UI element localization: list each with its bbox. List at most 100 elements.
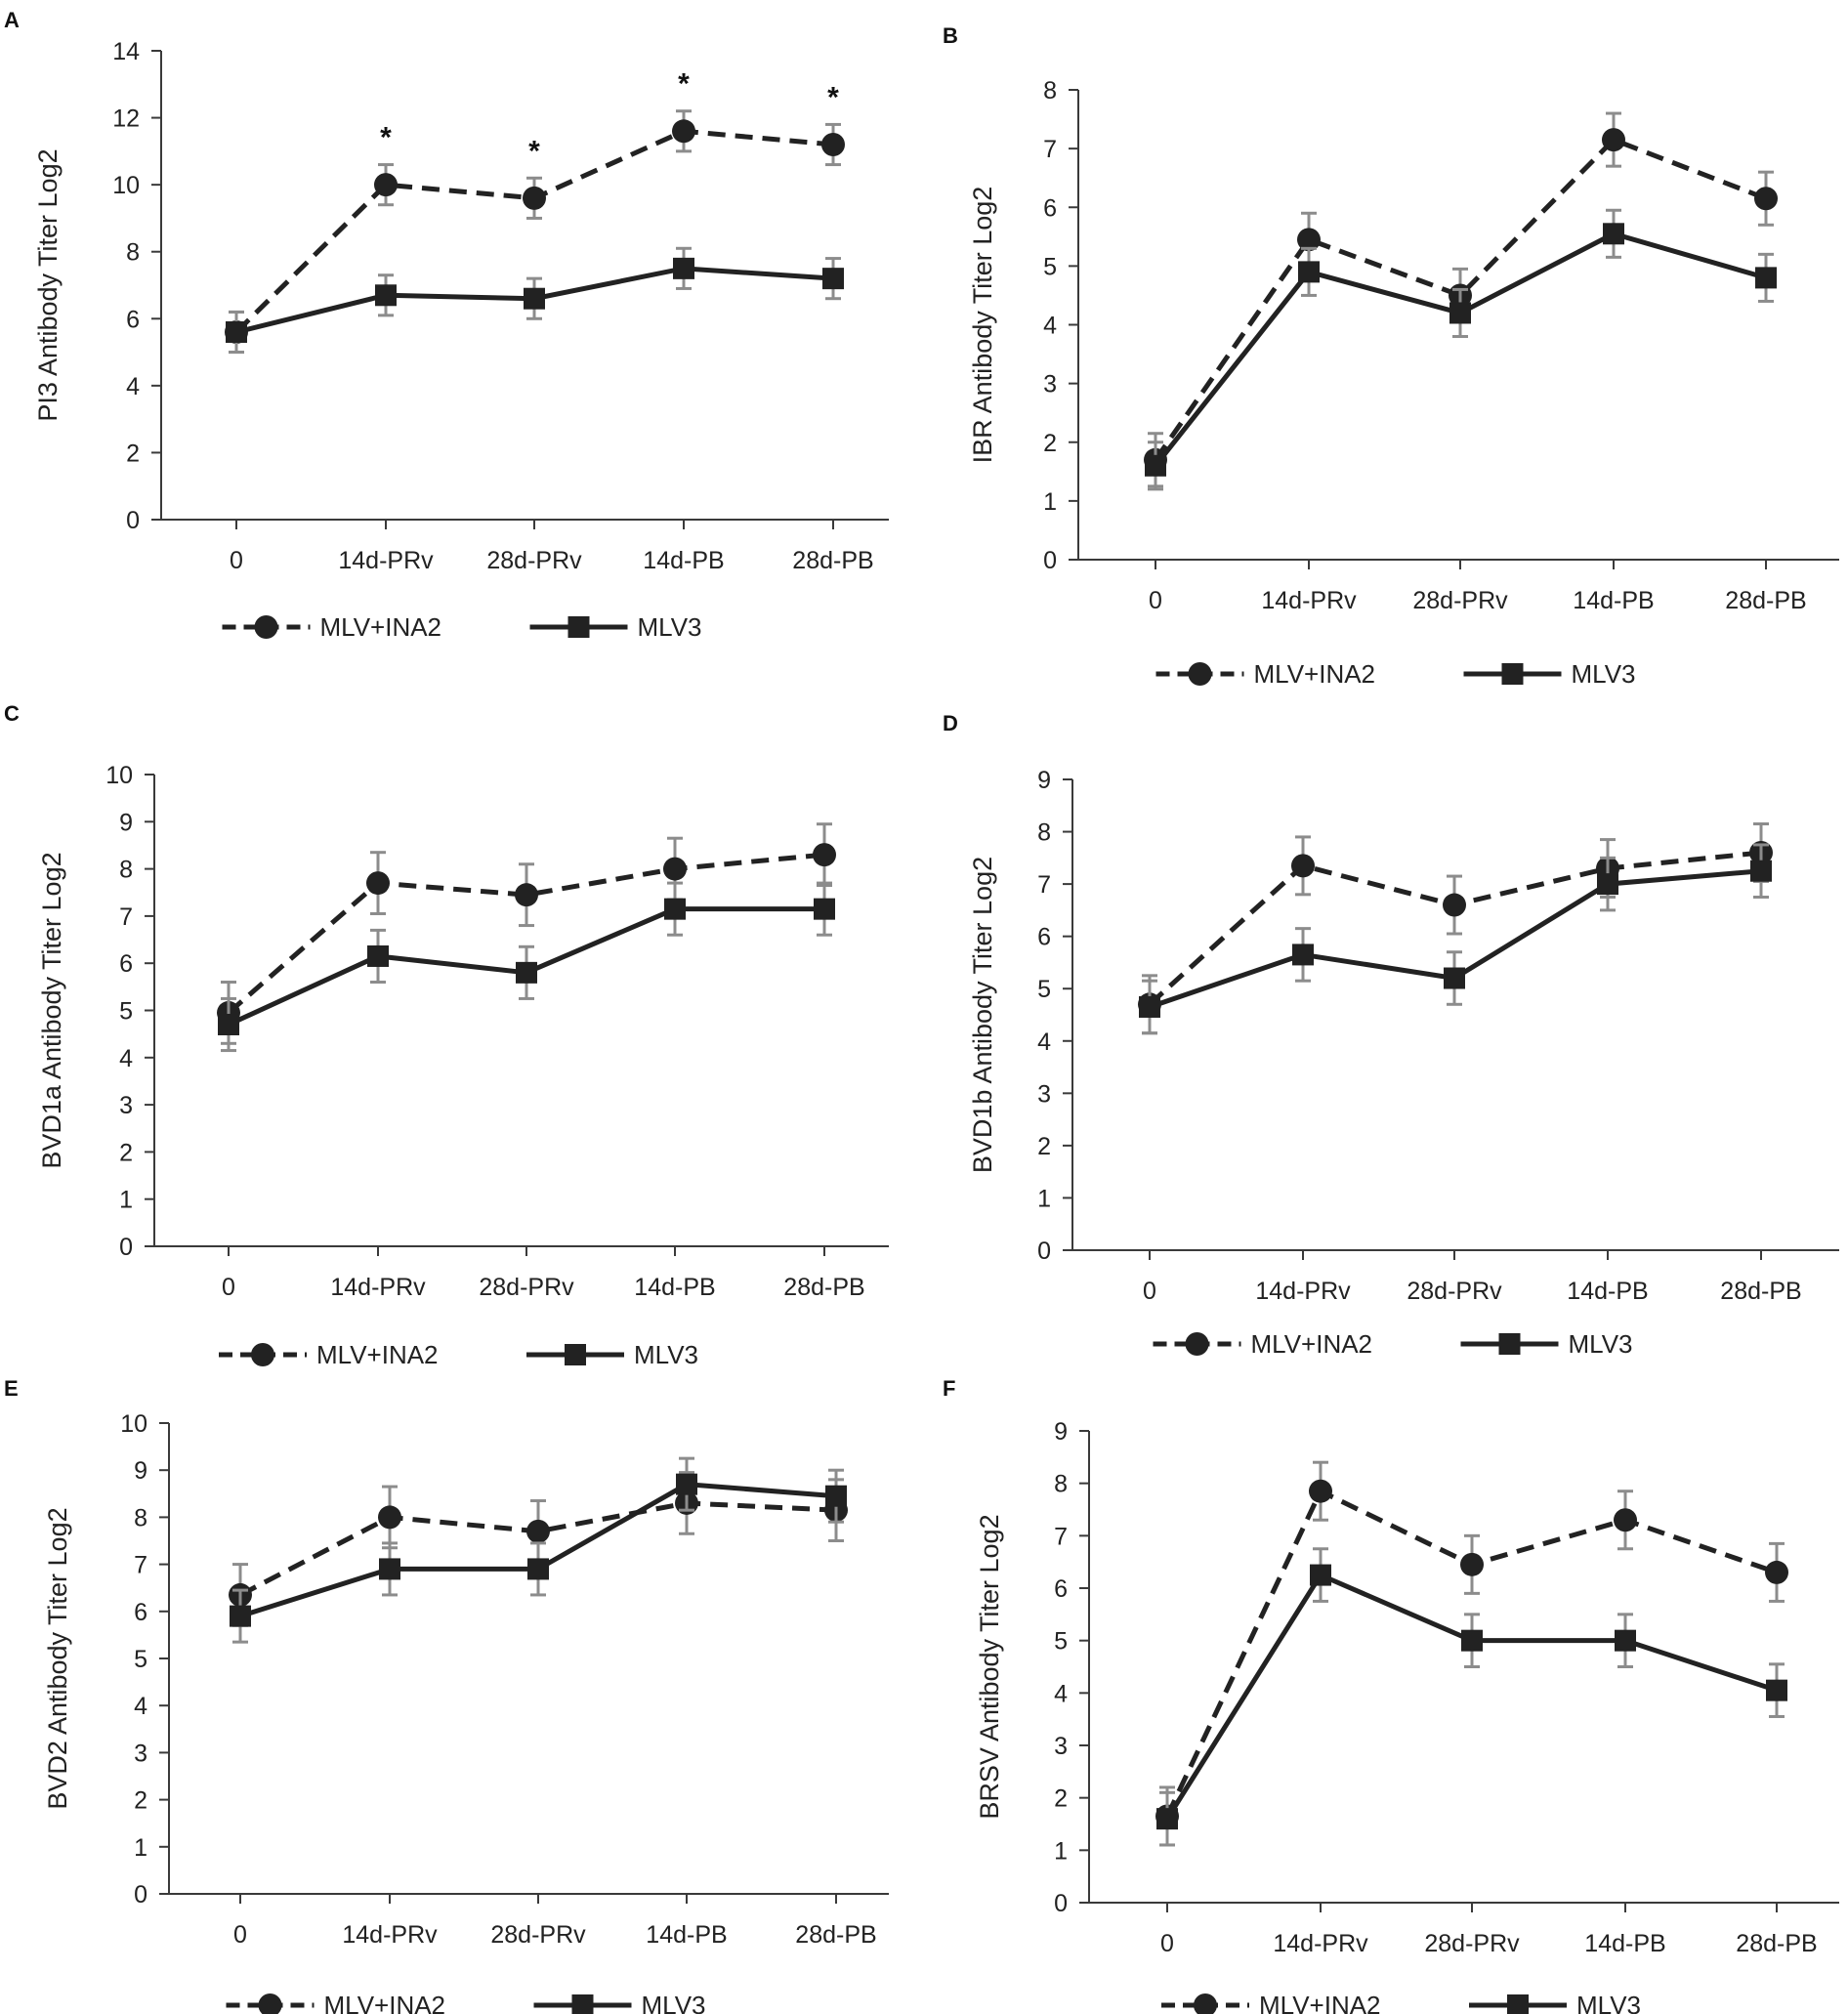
panel-e-y-tick-label: 6 [134, 1599, 147, 1626]
panel-b-series-mlv3-point [1449, 302, 1471, 324]
panel-b-y-tick-label: 6 [1043, 194, 1057, 222]
panel-f-legend-mlv-ina2-marker [1194, 1993, 1217, 2014]
panel-c-series-mlv3-point [814, 898, 835, 920]
panel-b-series-mlv3-point [1298, 261, 1320, 283]
panel-e-x-tick-label: 28d-PB [795, 1921, 876, 1949]
panel-d-y-tick-label: 6 [1037, 924, 1051, 951]
panel-e-series-mlv-ina2-point [378, 1505, 401, 1530]
panel-a-x-tick-label: 28d-PB [792, 547, 873, 574]
panel-b-x-tick-label: 0 [1149, 587, 1162, 614]
panel-e-letter: E [4, 1376, 19, 1401]
panel-c-y-axis-title: BVD1a Antibody Titer Log2 [37, 852, 66, 1168]
panel-e-x-tick-label: 14d-PB [646, 1921, 727, 1949]
panel-a-x-tick-label: 28d-PRv [486, 547, 582, 574]
panel-b-x-tick-label: 28d-PB [1725, 587, 1806, 614]
panel-b-legend-mlv-ina2-label: MLV+INA2 [1254, 659, 1376, 689]
panel-e-legend-mlv3-label: MLV3 [642, 1991, 706, 2014]
panel-d-legend-mlv3-label: MLV3 [1569, 1329, 1633, 1359]
panel-f-series-mlv-ina2-point [1614, 1508, 1637, 1532]
panel-a-x-tick-label: 14d-PRv [338, 547, 434, 574]
panel-f-series-mlv3-point [1156, 1808, 1178, 1830]
panel-b-y-tick-label: 5 [1043, 253, 1057, 280]
panel-a-y-tick-label: 2 [126, 440, 140, 467]
panel-d-y-tick-label: 0 [1037, 1238, 1051, 1265]
panel-e-series-mlv3-point [379, 1558, 400, 1580]
panel-a-series-mlv-ina2-point [374, 173, 398, 197]
panel-b-y-tick-label: 1 [1043, 488, 1057, 516]
panel-e-series-mlv-ina2-point [526, 1519, 550, 1543]
panel-e-series-mlv3-point [825, 1485, 847, 1507]
panel-d-series-mlv3-point [1597, 873, 1618, 896]
panel-d-letter: D [943, 711, 958, 735]
panel-a-y-axis-title: PI3 Antibody Titer Log2 [33, 148, 63, 421]
panel-a-x-tick-label: 0 [230, 547, 243, 574]
panel-b-y-tick-label: 4 [1043, 313, 1057, 340]
panel-f-y-tick-label: 9 [1054, 1418, 1068, 1446]
panel-c-y-tick-label: 7 [119, 903, 133, 931]
panel-c-y-tick-label: 9 [119, 809, 133, 836]
panel-b-legend-mlv3-label: MLV3 [1572, 659, 1636, 689]
panel-b-y-tick-label: 0 [1043, 547, 1057, 574]
panel-f-series-mlv3-point [1310, 1564, 1331, 1586]
panel-e-y-tick-label: 0 [134, 1881, 147, 1909]
panel-e-y-tick-label: 3 [134, 1740, 147, 1767]
panel-f-x-tick-label: 14d-PB [1584, 1930, 1665, 1957]
panel-f-series-mlv-ina2-point [1309, 1479, 1332, 1503]
panel-c-legend-mlv3-label: MLV3 [634, 1340, 698, 1369]
panel-d-y-tick-label: 1 [1037, 1185, 1051, 1212]
panel-a-series-mlv-ina2-point [523, 186, 546, 210]
panel-f-legend-mlv3-label: MLV3 [1576, 1991, 1641, 2014]
panel-d-y-tick-label: 9 [1037, 767, 1051, 794]
panel-a-y-tick-label: 12 [112, 105, 140, 133]
panel-c-y-tick-label: 3 [119, 1092, 133, 1119]
panel-e-x-tick-label: 28d-PRv [490, 1921, 586, 1949]
panel-f-y-tick-label: 7 [1054, 1523, 1068, 1550]
panel-b-x-tick-label: 28d-PRv [1412, 587, 1508, 614]
panel-e-y-tick-label: 2 [134, 1787, 147, 1815]
panel-d-series-mlv-ina2-point [1291, 854, 1315, 878]
panel-f-letter: F [943, 1376, 955, 1401]
panel-c-series-mlv-ina2-point [663, 857, 687, 881]
panel-e-y-tick-label: 10 [120, 1410, 147, 1438]
panel-c-y-tick-label: 5 [119, 998, 133, 1026]
panel-a-legend-mlv3-marker [567, 616, 590, 638]
panel-d-y-tick-label: 4 [1037, 1028, 1051, 1056]
panel-c-y-tick-label: 1 [119, 1187, 133, 1214]
panel-a-legend-mlv3-label: MLV3 [638, 612, 702, 642]
panel-c-series-mlv-ina2-point [515, 883, 538, 907]
panel-b-letter: B [943, 23, 958, 48]
panel-b-y-tick-label: 3 [1043, 371, 1057, 399]
panel-a-y-tick-label: 8 [126, 239, 140, 267]
panel-e-y-tick-label: 5 [134, 1646, 147, 1673]
panel-c-y-tick-label: 10 [105, 762, 133, 789]
panel-a-letter: A [4, 8, 20, 32]
panel-d-y-tick-label: 7 [1037, 871, 1051, 899]
panel-f-y-tick-label: 6 [1054, 1575, 1068, 1603]
panel-c-y-tick-label: 4 [119, 1045, 133, 1072]
panel-e-x-tick-label: 14d-PRv [342, 1921, 438, 1949]
panel-f-x-tick-label: 28d-PRv [1424, 1930, 1520, 1957]
panel-f-series-mlv-ina2-point [1765, 1560, 1788, 1584]
panel-c-series-mlv3-point [516, 961, 537, 984]
panel-a-series-mlv-ina2-point [821, 133, 845, 156]
panel-b-series-mlv3-point [1755, 267, 1777, 289]
panel-a-series-mlv3-point [524, 287, 545, 310]
panel-b-x-tick-label: 14d-PB [1573, 587, 1654, 614]
panel-f-y-tick-label: 1 [1054, 1837, 1068, 1865]
panel-d-series-mlv-ina2-point [1443, 893, 1466, 917]
panel-d-y-tick-label: 5 [1037, 976, 1051, 1003]
panel-c-y-tick-label: 2 [119, 1139, 133, 1166]
panel-e-legend-mlv3-marker [571, 1994, 594, 2014]
panel-e-y-tick-label: 7 [134, 1552, 147, 1579]
panel-a-y-tick-label: 6 [126, 306, 140, 333]
panel-e-x-tick-label: 0 [233, 1921, 247, 1949]
panel-d-y-axis-title: BVD1b Antibody Titer Log2 [968, 857, 997, 1173]
panel-e-legend-mlv-ina2-label: MLV+INA2 [324, 1991, 446, 2014]
panel-d-legend-mlv-ina2-marker [1185, 1332, 1209, 1356]
panel-a-y-tick-label: 14 [112, 38, 140, 65]
panel-e-series-mlv3-point [676, 1473, 697, 1495]
panel-f-series-mlv3-line [1164, 1572, 1778, 1821]
panel-f-y-tick-label: 4 [1054, 1680, 1068, 1707]
panel-c-series-mlv-ina2-point [813, 843, 836, 867]
panel-b-y-tick-label: 8 [1043, 77, 1057, 105]
